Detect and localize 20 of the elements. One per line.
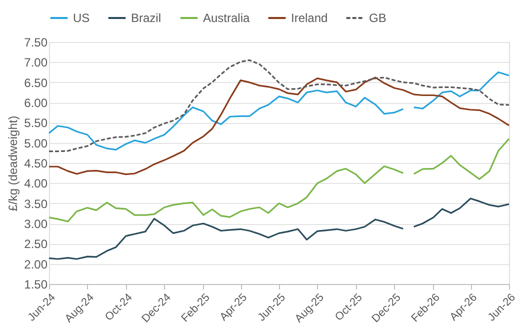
y-tick-label: 2.00 <box>24 257 48 272</box>
legend-label: Brazil <box>131 11 162 25</box>
y-tick-label: 7.50 <box>24 36 48 50</box>
y-tick-label: 6.00 <box>24 96 48 110</box>
y-tick-label: 2.50 <box>24 237 48 252</box>
y-tick-label: 4.50 <box>24 156 48 170</box>
line-series <box>48 76 510 176</box>
y-tick-label: 6.50 <box>24 76 48 90</box>
y-tick-label: 7.00 <box>24 56 48 70</box>
y-tick-label: 4.00 <box>24 176 48 191</box>
y-tick-label: 3.00 <box>24 217 48 231</box>
legend-label: GB <box>369 11 386 25</box>
legend-label: US <box>73 11 90 25</box>
legend-label: Australia <box>203 11 250 25</box>
y-tick-label: 5.50 <box>24 116 48 130</box>
y-tick-label: 1.50 <box>24 278 48 292</box>
y-tick-label: 3.50 <box>24 196 48 211</box>
legend-label: Ireland <box>291 11 328 25</box>
y-tick-label: 5.00 <box>24 136 48 150</box>
y-axis-title: £/kg (deadweight) <box>6 116 20 212</box>
